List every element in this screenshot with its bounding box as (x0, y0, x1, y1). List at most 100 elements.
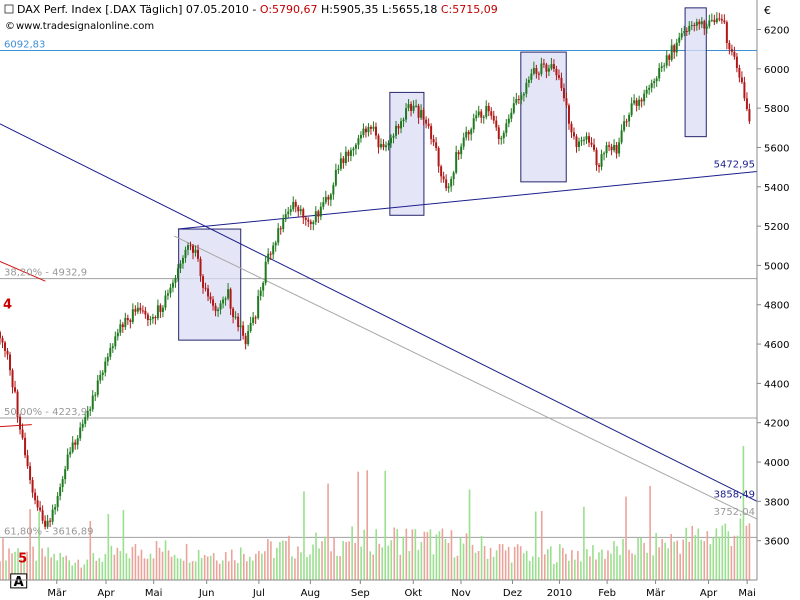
candle-body (31, 480, 34, 493)
candle-body (525, 82, 528, 94)
candle-body (229, 289, 232, 309)
y-tick-label: 5400 (764, 183, 789, 194)
candle-body (377, 135, 380, 148)
candle-body (262, 282, 265, 291)
x-tick-label: 2010 (547, 588, 572, 599)
wave-label: 5 (18, 551, 27, 566)
candle-body (517, 99, 520, 101)
candle-body (116, 332, 119, 337)
candle-body (535, 68, 538, 74)
candle-body (650, 83, 653, 88)
candle-body (144, 310, 147, 315)
candle-body (505, 123, 508, 133)
candle-body (705, 26, 708, 29)
candle-body (745, 98, 748, 110)
candle-body (269, 253, 272, 255)
candle-body (595, 149, 598, 166)
candle-body (362, 128, 365, 135)
candle-body (287, 211, 290, 215)
candle-body (6, 350, 9, 355)
x-tick-label: Aug (301, 588, 321, 599)
candle-body (279, 228, 282, 230)
candle-body (625, 121, 628, 123)
candle-body (69, 451, 72, 455)
candle-body (583, 139, 586, 141)
candle-body (512, 103, 515, 113)
candle-body (304, 217, 307, 220)
candle-body (51, 509, 54, 522)
candle-body (547, 68, 550, 72)
candle-body (26, 455, 29, 467)
trend-line (0, 424, 32, 428)
candle-body (425, 119, 428, 124)
candle-body (1, 338, 4, 343)
candle-body (635, 100, 638, 106)
candle-body (134, 309, 137, 312)
candle-body (307, 219, 310, 222)
x-tick-label: Jul (252, 588, 265, 599)
candle-body (670, 45, 673, 60)
candle-body (312, 222, 315, 225)
x-tick-label: Okt (405, 588, 423, 599)
candle-body (124, 317, 127, 328)
candle-body (161, 307, 164, 312)
candle-body (171, 282, 174, 288)
candle-body (698, 21, 701, 25)
candle-body (743, 82, 746, 99)
candle-body (126, 317, 129, 321)
candle-body (435, 142, 438, 149)
candle-body (347, 151, 350, 156)
candle-body (462, 137, 465, 147)
candle-body (46, 520, 49, 527)
candle-body (232, 308, 235, 318)
candle-body (369, 126, 372, 129)
candle-body (653, 81, 656, 84)
candle-body (84, 417, 87, 424)
candle-body (643, 93, 646, 102)
candle-body (289, 209, 292, 212)
trend-line (173, 235, 758, 520)
candle-body (482, 116, 485, 118)
candle-body (683, 31, 686, 34)
candle-body (392, 135, 395, 138)
x-tick-label: Mär (47, 588, 67, 599)
candle-body (357, 138, 360, 145)
header-high-low: H:5905,35 L:5655,18 (318, 3, 441, 16)
candle-body (212, 299, 215, 306)
candle-body (317, 211, 320, 217)
highlight-box (178, 228, 242, 341)
candle-body (452, 172, 455, 180)
candle-body (510, 112, 513, 119)
candle-body (575, 136, 578, 147)
candle-body (39, 507, 42, 511)
candle-body (224, 298, 227, 300)
candle-body (189, 245, 192, 247)
candle-body (179, 263, 182, 269)
candle-body (648, 87, 651, 90)
level-lines (0, 50, 757, 538)
candle-body (485, 105, 488, 117)
candle-body (176, 268, 179, 278)
candle-body (294, 201, 297, 207)
trend-line (0, 261, 46, 282)
candle-body (151, 316, 154, 319)
candle-body (492, 115, 495, 121)
y-tick-label: 6200 (764, 25, 789, 36)
candle-body (109, 347, 112, 357)
candle-body (725, 22, 728, 43)
candle-body (332, 185, 335, 195)
candle-body (658, 68, 661, 79)
candle-body (299, 209, 302, 212)
candle-body (397, 125, 400, 129)
candle-body (603, 153, 606, 155)
candle-body (475, 115, 478, 119)
candle-body (570, 123, 573, 133)
candle-body (550, 64, 553, 69)
candle-body (327, 196, 330, 200)
candle-body (379, 144, 382, 148)
candle-body (181, 257, 184, 264)
candle-body (154, 316, 157, 319)
candle-body (136, 307, 139, 312)
candle-body (284, 214, 287, 220)
candle-body (577, 141, 580, 147)
